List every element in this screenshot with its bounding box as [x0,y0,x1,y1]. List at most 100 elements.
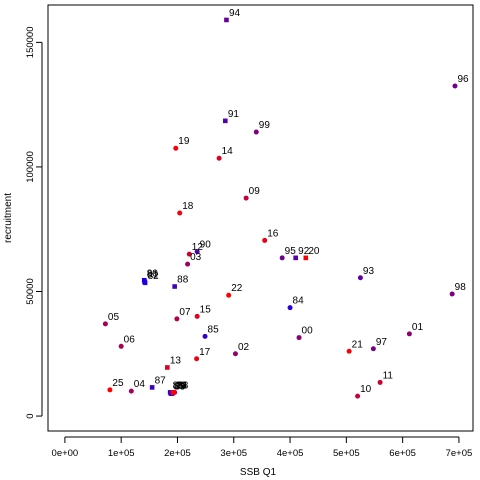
data-point [224,17,229,23]
data-point [346,348,352,354]
point-label: 25 [112,378,124,389]
point-label: 95 [285,246,297,257]
point-label: 84 [293,296,305,307]
data-point [194,249,200,255]
data-point [449,291,455,297]
y-axis-title: recruitment [3,193,14,243]
data-point [102,321,108,327]
y-tick-label: 150000 [25,27,36,59]
data-point [279,255,285,261]
data-points [102,17,458,399]
data-point [171,390,176,395]
point-label: 97 [376,337,388,348]
point-label: 86 [173,382,185,393]
point-label: 82 [148,271,160,282]
y-tick-label: 0 [25,413,36,418]
data-point [232,351,238,357]
data-point [174,316,180,322]
data-point [149,385,155,390]
point-label: 80 [147,268,159,279]
data-point [262,237,268,243]
data-point [165,365,170,370]
data-point [296,335,302,341]
data-point [177,210,183,216]
point-label: 22 [231,283,243,294]
x-axis: 0e+00 1e+05 2e+05 3e+05 4e+05 5e+05 6e+05 7e+05 [52,436,473,459]
point-label: 87 [155,375,167,386]
point-label: 99 [259,120,271,131]
point-label: 15 [200,304,212,315]
data-point [355,393,361,399]
point-label: 81 [147,270,159,281]
point-label: 11 [383,370,394,381]
point-label: 16 [267,228,279,239]
point-label: 90 [200,240,212,251]
data-point [185,261,191,267]
point-label: 85 [208,324,220,335]
y-tick-label: 100000 [25,151,36,183]
data-point [452,83,458,89]
x-tick-label: 1e+05 [108,448,135,459]
data-point [172,284,177,289]
point-label: 92 [298,246,310,257]
x-tick-label: 3e+05 [220,448,247,459]
data-point [406,331,412,337]
point-label: 09 [249,186,261,197]
point-label: 05 [108,312,120,323]
x-tick-label: 5e+05 [333,448,360,459]
point-label: 02 [238,342,250,353]
point-label: 18 [182,201,194,212]
x-tick-label: 7e+05 [446,448,473,459]
point-label: 83 [173,380,185,391]
point-label: 01 [412,322,424,333]
point-label: 17 [199,347,211,358]
point-label: 94 [229,8,241,19]
point-label: 93 [363,266,375,277]
data-point [202,333,208,339]
plot-area-frame [47,4,474,432]
y-axis: 0 50000 100000 150000 [25,27,43,419]
data-point [128,388,134,394]
point-label: 98 [455,282,467,293]
point-label: 12 [192,242,204,253]
data-point [243,195,249,201]
x-axis-title: SSB Q1 [240,467,277,478]
point-label: 20 [308,246,320,257]
point-label: 24 [176,380,188,391]
data-point [377,379,383,385]
y-tick-label: 50000 [25,278,36,304]
x-tick-label: 2e+05 [164,448,191,459]
data-point [357,275,363,281]
data-point [194,356,200,362]
point-label: 23 [175,380,187,391]
x-tick-label: 0e+00 [52,448,79,459]
data-point [370,346,376,352]
data-point [118,343,124,349]
point-label: 13 [170,355,182,366]
data-point [142,280,148,286]
point-label: 19 [178,136,190,147]
x-tick-label: 4e+05 [277,448,304,459]
point-label: 07 [179,307,191,318]
data-point [303,255,309,261]
point-label: 96 [457,74,469,85]
point-label: 04 [134,379,146,390]
data-point [293,255,298,261]
data-point [186,251,192,257]
point-label: 21 [352,339,364,350]
point-label: 88 [177,275,189,286]
x-tick-label: 6e+05 [389,448,416,459]
data-point [173,145,179,151]
point-label: 08 [177,380,189,391]
data-point [253,129,259,135]
data-point [216,155,222,161]
point-label: 10 [360,384,372,395]
data-point [194,313,200,319]
point-label: 00 [302,326,314,337]
point-label: 06 [124,334,136,345]
point-label: 03 [190,252,202,263]
data-point [223,118,228,124]
point-label: 89 [175,382,187,393]
